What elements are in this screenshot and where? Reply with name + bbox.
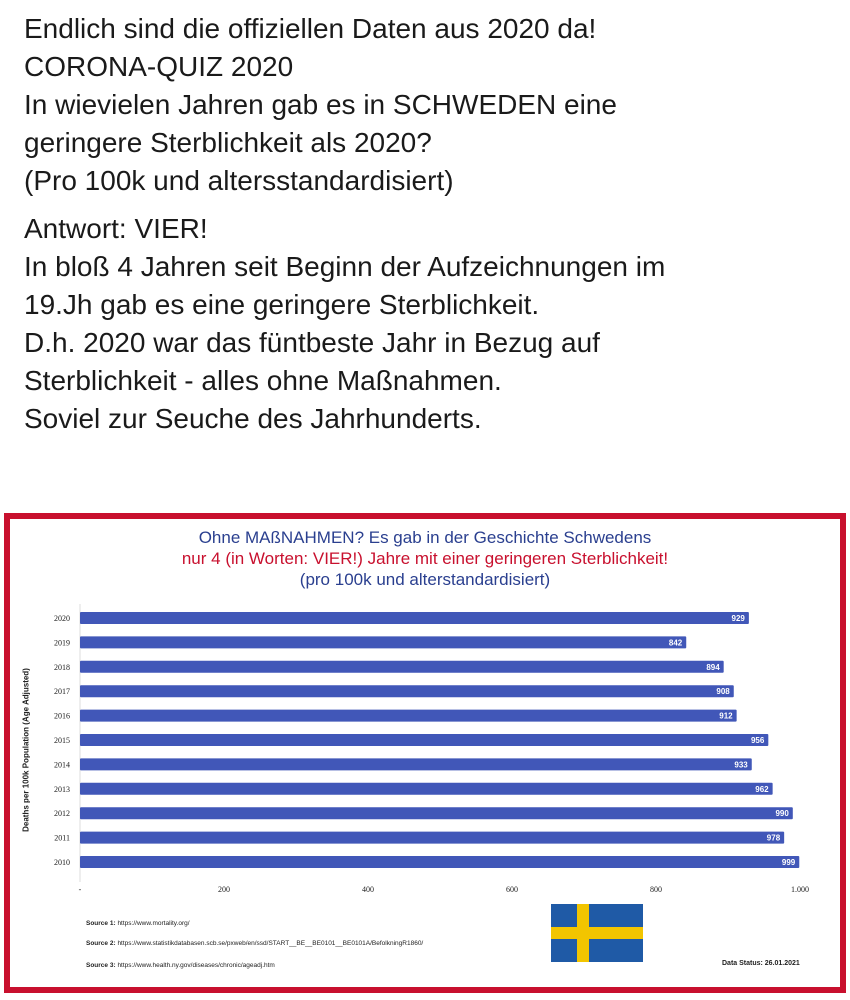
category-label: 2015 [54, 736, 70, 745]
source-3-url: https://www.health.ny.gov/diseases/chron… [117, 962, 275, 969]
post-text: Endlich sind die offiziellen Daten aus 2… [24, 10, 834, 438]
category-label: 2012 [54, 809, 70, 818]
category-label: 2020 [54, 614, 70, 623]
category-label: 2014 [54, 760, 70, 769]
answer-line: 19.Jh gab es eine geringere Sterblichkei… [24, 289, 540, 320]
answer-line: In bloß 4 Jahren seit Beginn der Aufzeic… [24, 251, 666, 282]
bar [80, 831, 785, 844]
bars-layer: 929 2020 842 2019 894 2018 908 2017 912 2016 956 20… [54, 604, 809, 894]
bar [80, 807, 793, 820]
bar [80, 660, 724, 673]
chart-title-line-1: Ohne MAßNAHMEN? Es gab in der Geschichte… [198, 528, 652, 547]
bar [80, 709, 737, 722]
bar [80, 782, 773, 795]
chart-title-line-3: (pro 100k und alterstandardisiert) [299, 570, 551, 589]
bar-value-label: 999 [782, 858, 796, 867]
bar-value-label: 978 [767, 834, 781, 843]
answer-line: Soviel zur Seuche des Jahrhunderts. [24, 403, 482, 434]
bar-value-label: 933 [734, 760, 748, 769]
x-tick-label: - [79, 885, 82, 894]
source-3-label: Source 3: [86, 962, 116, 969]
post-line: CORONA-QUIZ 2020 [24, 51, 294, 82]
source-2-url: https://www.statistikdatabasen.scb.se/px… [117, 940, 424, 947]
category-label: 2017 [54, 687, 70, 696]
answer-line: Antwort: VIER! [24, 213, 208, 244]
bar [80, 856, 800, 868]
source-2-label: Source 2: [86, 940, 116, 947]
bar [80, 636, 687, 649]
bar-value-label: 908 [716, 687, 730, 696]
data-status: Data Status: 26.01.2021 [722, 960, 800, 967]
post-line: Endlich sind die offiziellen Daten aus 2… [24, 13, 597, 44]
chart-title: Ohne MAßNAHMEN? Es gab in der Geschichte… [10, 527, 840, 590]
source-1-url: https://www.mortality.org/ [117, 920, 190, 927]
bar [80, 612, 749, 624]
category-label: 2011 [54, 834, 70, 843]
x-tick-label: 600 [506, 885, 518, 894]
x-tick-label: 400 [362, 885, 374, 894]
source-2: Source 2: https://www.statistikdatabasen… [86, 940, 423, 947]
source-1-label: Source 1: [86, 920, 116, 927]
category-label: 2018 [54, 663, 70, 672]
chart-frame: Ohne MAßNAHMEN? Es gab in der Geschichte… [4, 513, 846, 993]
bar-value-label: 894 [706, 663, 720, 672]
chart-title-line-2: nur 4 (in Worten: VIER!) Jahre mit einer… [181, 549, 669, 568]
bar-value-label: 962 [755, 785, 769, 794]
post-line: geringere Sterblichkeit als 2020? [24, 127, 432, 158]
bar-value-label: 990 [775, 809, 789, 818]
bar [80, 758, 752, 771]
x-tick-label: 800 [650, 885, 662, 894]
bar [80, 685, 734, 698]
bar-value-label: 929 [732, 614, 746, 623]
bar-value-label: 912 [719, 712, 733, 721]
category-label: 2010 [54, 858, 70, 867]
answer-line: Sterblichkeit - alles ohne Maßnahmen. [24, 365, 502, 396]
bar-value-label: 956 [751, 736, 765, 745]
category-label: 2019 [54, 638, 70, 647]
x-tick-label: 200 [218, 885, 230, 894]
y-axis-label: Deaths per 100k Population (Age Adjusted… [21, 668, 31, 832]
post-line: (Pro 100k und altersstandardisiert) [24, 165, 454, 196]
x-tick-label: 1.000 [791, 885, 809, 894]
swedish-flag-icon [551, 904, 643, 962]
answer-line: D.h. 2020 war das füntbeste Jahr in Bezu… [24, 327, 600, 358]
source-3: Source 3: https://www.health.ny.gov/dise… [86, 962, 275, 969]
bar [80, 734, 769, 746]
bar-value-label: 842 [669, 638, 683, 647]
category-label: 2016 [54, 712, 70, 721]
post-line: In wievielen Jahren gab es in SCHWEDEN e… [24, 89, 617, 120]
source-1: Source 1: https://www.mortality.org/ [86, 920, 190, 927]
category-label: 2013 [54, 785, 70, 794]
